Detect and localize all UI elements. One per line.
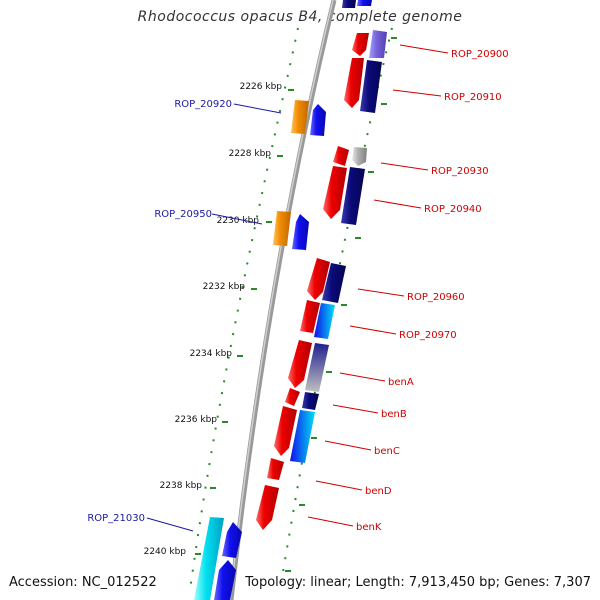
kbp-label: 2234 kbp — [190, 349, 233, 359]
genome-title: Rhodococcus opacus B4, complete genome — [137, 9, 463, 25]
gene-red[interactable] — [323, 166, 347, 219]
gene-orange[interactable] — [273, 211, 291, 246]
kbp-label: 2228 kbp — [229, 149, 272, 159]
gene-navy[interactable] — [322, 263, 346, 303]
left-dotted-rail — [189, 27, 299, 591]
gene-red[interactable] — [352, 33, 369, 56]
gene-label-ROP_20960[interactable]: ROP_20960 — [407, 292, 465, 303]
kbp-label: 2230 kbp — [217, 216, 260, 226]
gene-label-benK[interactable]: benK — [356, 522, 382, 533]
gene-label-ROP_20970[interactable]: ROP_20970 — [399, 330, 457, 341]
gene-cyan[interactable] — [290, 410, 315, 463]
gene-navy[interactable] — [302, 392, 319, 410]
gene-top-partial[interactable] — [342, 0, 356, 8]
kbp-label: 2232 kbp — [203, 282, 246, 292]
kbp-ticks — [195, 89, 294, 555]
gene-top-partial[interactable] — [357, 0, 372, 6]
gene-red[interactable] — [333, 146, 349, 166]
genome-backbone-highlight — [229, 0, 334, 600]
right-ticks — [285, 37, 397, 572]
left-gene-labels: ROP_20920 ROP_20950 ROP_21030 — [87, 99, 282, 532]
gene-gray[interactable] — [305, 343, 329, 392]
gene-red[interactable] — [300, 300, 320, 333]
gene-cyan[interactable] — [194, 517, 224, 600]
gene-label-ROP_20950[interactable]: ROP_20950 — [154, 209, 212, 220]
gene-gray[interactable] — [352, 147, 367, 166]
right-gene-labels: ROP_20900 ROP_20910 ROP_20930 ROP_20940 … — [307, 44, 509, 533]
gene-label-benC[interactable]: benC — [374, 446, 400, 457]
gene-label-benA[interactable]: benA — [388, 377, 414, 388]
accession-label: Accession: NC_012522 — [9, 575, 157, 590]
kbp-label: 2238 kbp — [160, 481, 203, 491]
gene-navy[interactable] — [341, 167, 365, 225]
gene-red[interactable] — [267, 458, 284, 480]
gene-orange[interactable] — [291, 100, 309, 134]
gene-label-ROP_20920[interactable]: ROP_20920 — [174, 99, 232, 110]
gene-features[interactable] — [194, 0, 387, 600]
gene-red[interactable] — [274, 406, 297, 456]
kbp-label: 2236 kbp — [175, 415, 218, 425]
genome-backbone — [228, 0, 337, 600]
gene-red[interactable] — [256, 485, 279, 530]
gene-label-ROP_21030[interactable]: ROP_21030 — [87, 513, 145, 524]
gene-red[interactable] — [285, 388, 300, 406]
gene-blue[interactable] — [310, 104, 326, 136]
gene-cyan[interactable] — [314, 303, 335, 339]
gene-label-benD[interactable]: benD — [365, 486, 392, 497]
gene-blue[interactable] — [214, 560, 236, 600]
gene-label-ROP_20910[interactable]: ROP_20910 — [444, 92, 502, 103]
gene-label-ROP_20900[interactable]: ROP_20900 — [451, 49, 509, 60]
gene-label-benB[interactable]: benB — [381, 409, 407, 420]
gene-label-ROP_20930[interactable]: ROP_20930 — [431, 166, 489, 177]
gene-blue[interactable] — [222, 522, 242, 558]
kbp-label: 2240 kbp — [144, 547, 187, 557]
gene-purple[interactable] — [369, 30, 387, 58]
kbp-label: 2226 kbp — [240, 82, 283, 92]
gene-red[interactable] — [307, 258, 330, 300]
genome-summary: Topology: linear; Length: 7,913,450 bp; … — [245, 575, 591, 590]
gene-red[interactable] — [288, 340, 312, 388]
gene-blue[interactable] — [292, 214, 309, 250]
gene-label-ROP_20940[interactable]: ROP_20940 — [424, 204, 482, 215]
gene-red[interactable] — [344, 58, 364, 108]
gene-navy[interactable] — [360, 60, 382, 113]
